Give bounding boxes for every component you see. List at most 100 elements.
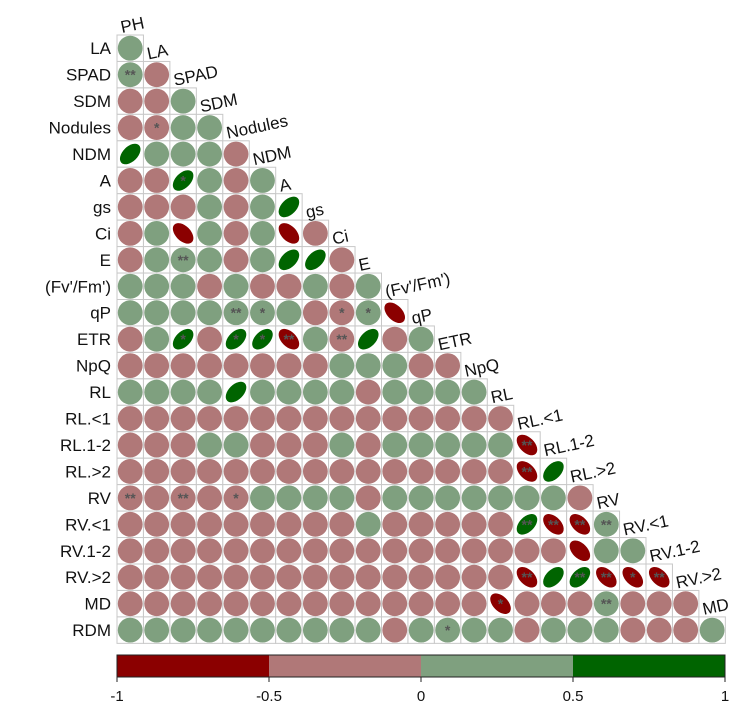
correlation-ellipse <box>355 432 381 458</box>
correlation-ellipse <box>699 617 725 643</box>
correlation-ellipse <box>329 247 355 273</box>
correlation-ellipse <box>197 141 223 167</box>
correlation-ellipse <box>144 564 170 590</box>
correlation-ellipse <box>225 328 247 350</box>
correlation-ellipse <box>620 591 646 617</box>
correlation-ellipse <box>276 432 302 458</box>
significance-mark: ** <box>522 569 533 585</box>
correlation-ellipse <box>250 168 275 193</box>
correlation-ellipse <box>329 591 355 617</box>
diagonal-label: SDM <box>198 90 239 116</box>
correlation-ellipse <box>488 538 513 564</box>
correlation-ellipse <box>223 617 249 643</box>
correlation-ellipse <box>382 564 408 590</box>
correlation-ellipse <box>197 485 223 511</box>
correlation-ellipse <box>408 485 434 511</box>
correlation-ellipse <box>355 538 381 564</box>
correlation-ellipse <box>197 591 223 617</box>
diagonal-label: MD <box>701 595 731 619</box>
correlation-ellipse <box>223 353 249 379</box>
significance-mark: * <box>498 596 504 612</box>
correlation-ellipse <box>382 511 408 537</box>
correlation-ellipse <box>567 617 593 643</box>
correlation-ellipse <box>302 538 328 564</box>
legend-swatch <box>117 655 269 677</box>
significance-mark: ** <box>522 516 533 532</box>
significance-mark: * <box>445 622 451 638</box>
correlation-ellipse <box>620 617 646 643</box>
correlation-ellipse <box>117 538 143 564</box>
diagonal-label: ETR <box>436 329 473 355</box>
correlation-ellipse <box>382 538 408 564</box>
correlation-ellipse <box>461 379 487 405</box>
diagonal-label: RL.1-2 <box>542 431 596 460</box>
correlation-ellipse <box>355 353 381 379</box>
correlation-ellipse <box>117 88 143 114</box>
significance-mark: ** <box>178 490 189 506</box>
row-label: NDM <box>72 145 111 164</box>
correlation-ellipse <box>461 538 487 564</box>
correlation-ellipse <box>435 379 461 405</box>
correlation-ellipse <box>302 353 328 379</box>
correlation-ellipse <box>117 35 143 61</box>
row-label: SPAD <box>66 66 111 85</box>
correlation-ellipse <box>197 300 223 326</box>
correlation-ellipse <box>540 591 566 617</box>
significance-mark: * <box>339 305 345 321</box>
correlation-ellipse <box>461 617 487 643</box>
significance-mark: ** <box>125 67 136 83</box>
correlation-ellipse <box>302 617 328 643</box>
correlation-ellipse <box>461 591 487 617</box>
significance-mark: * <box>630 569 636 585</box>
diagonal-label: RV.<1 <box>621 511 670 539</box>
correlation-ellipse <box>382 379 408 405</box>
row-label: qP <box>90 304 111 323</box>
correlation-ellipse <box>117 168 143 193</box>
correlation-ellipse <box>276 538 302 564</box>
correlation-ellipse <box>144 353 170 379</box>
correlation-ellipse <box>382 353 408 379</box>
correlation-ellipse <box>144 115 170 141</box>
correlation-ellipse <box>329 538 355 564</box>
correlation-ellipse <box>197 379 223 405</box>
correlation-ellipse <box>329 406 355 431</box>
significance-mark: * <box>180 172 186 188</box>
correlation-ellipse <box>117 617 143 643</box>
correlation-ellipse <box>117 273 143 299</box>
correlation-ellipse <box>516 514 538 535</box>
significance-mark: ** <box>336 331 347 347</box>
correlation-ellipse <box>250 300 275 326</box>
correlation-ellipse <box>170 591 196 617</box>
correlation-ellipse <box>117 62 143 88</box>
correlation-ellipse <box>250 591 275 617</box>
correlation-ellipse <box>170 538 196 564</box>
significance-mark: ** <box>548 516 559 532</box>
correlation-ellipse <box>223 141 249 167</box>
cells-layer <box>117 35 725 643</box>
correlation-ellipse <box>461 564 487 590</box>
correlation-ellipse <box>170 432 196 458</box>
row-label: SDM <box>73 92 111 111</box>
correlation-ellipse <box>329 273 355 299</box>
correlation-ellipse <box>516 566 538 588</box>
correlation-ellipse <box>144 406 170 431</box>
diagonal-label: RL.<1 <box>516 406 565 434</box>
correlation-ellipse <box>117 247 143 273</box>
diagonal-label: qP <box>410 305 434 328</box>
correlation-ellipse <box>276 485 302 511</box>
correlation-ellipse <box>329 617 355 643</box>
correlation-ellipse <box>197 220 223 246</box>
significance-mark: ** <box>283 331 294 347</box>
correlation-ellipse <box>197 273 223 299</box>
legend-tick-label: 0 <box>417 688 425 705</box>
row-label: NpQ <box>76 357 111 376</box>
correlation-ellipse <box>646 617 672 643</box>
significance-mark: * <box>233 331 239 347</box>
correlation-ellipse <box>673 617 699 643</box>
correlation-ellipse <box>543 514 564 535</box>
correlation-ellipse <box>197 458 223 484</box>
correlation-ellipse <box>117 353 143 379</box>
correlation-ellipse <box>197 194 223 220</box>
correlation-ellipse <box>278 328 300 350</box>
correlation-ellipse <box>197 168 223 193</box>
